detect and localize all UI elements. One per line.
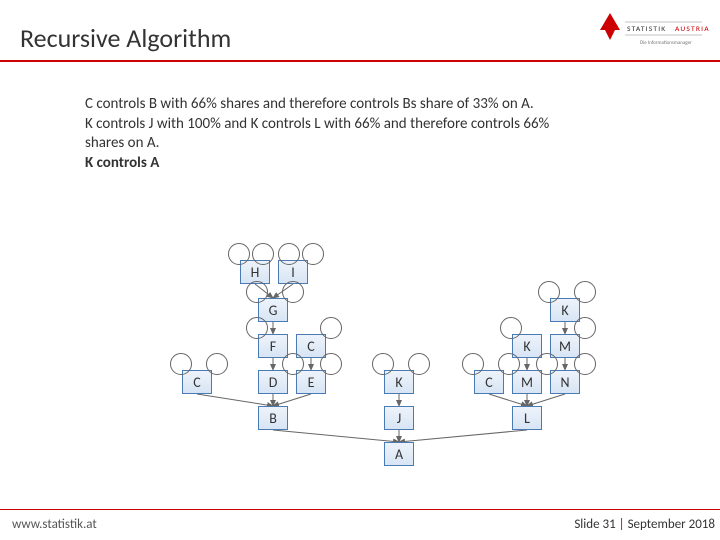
tree-edge [197, 394, 273, 406]
body-line: C controls B with 66% shares and therefo… [85, 95, 585, 115]
self-loop [462, 353, 484, 375]
self-loop [246, 281, 268, 303]
tree-node: C [474, 370, 504, 394]
self-loop [320, 317, 342, 339]
self-loop [246, 317, 268, 339]
tree-node: J [384, 406, 414, 430]
self-loop [170, 353, 192, 375]
tree-edge [399, 430, 527, 442]
tree-edge [273, 430, 399, 442]
tree-node: K [384, 370, 414, 394]
self-loop [206, 353, 228, 375]
self-loop [252, 243, 274, 265]
svg-text:Die Informationsmanager: Die Informationsmanager [640, 40, 692, 46]
tree-node: K [512, 334, 542, 358]
self-loop [536, 353, 558, 375]
tree-node: B [258, 406, 288, 430]
self-loop [320, 353, 342, 375]
tree-node: C [296, 334, 326, 358]
tree-node: M [512, 370, 542, 394]
body-text: C controls B with 66% shares and therefo… [85, 95, 585, 173]
self-loop [228, 243, 250, 265]
self-loop [574, 317, 596, 339]
tree-node: E [296, 370, 326, 394]
svg-text:AUSTRIA: AUSTRIA [675, 25, 710, 34]
tree-node: L [512, 406, 542, 430]
self-loop [302, 243, 324, 265]
tree-node: F [258, 334, 288, 358]
self-loop [372, 353, 394, 375]
title-divider [0, 60, 720, 62]
self-loop [282, 353, 304, 375]
self-loop [278, 243, 300, 265]
svg-text:STATISTIK: STATISTIK [627, 25, 666, 34]
tree-node: C [182, 370, 212, 394]
tree-edge [489, 394, 527, 406]
tree-node: M [550, 334, 580, 358]
tree-node: N [550, 370, 580, 394]
tree-edge [273, 394, 311, 406]
page-title: Recursive Algorithm [20, 22, 231, 54]
self-loop [574, 281, 596, 303]
self-loop [282, 281, 304, 303]
statistik-austria-logo: STATISTIK AUSTRIA Die Informationsmanage… [590, 10, 710, 60]
footer-divider [0, 509, 720, 511]
tree-node: D [258, 370, 288, 394]
tree-node: K [550, 298, 580, 322]
body-line: K controls A [85, 154, 585, 174]
body-line: K controls J with 100% and K controls L … [85, 115, 585, 154]
self-loop [500, 317, 522, 339]
footer-url: www.statistik.at [12, 517, 97, 532]
self-loop [408, 353, 430, 375]
footer-slide-info: Slide 31 | September 2018 [574, 517, 715, 532]
self-loop [574, 353, 596, 375]
tree-diagram: HIGKFCKMCDEKCMNBJLA [150, 240, 650, 490]
self-loop [498, 353, 520, 375]
tree-node: A [384, 442, 414, 466]
tree-edge [527, 394, 565, 406]
self-loop [538, 281, 560, 303]
